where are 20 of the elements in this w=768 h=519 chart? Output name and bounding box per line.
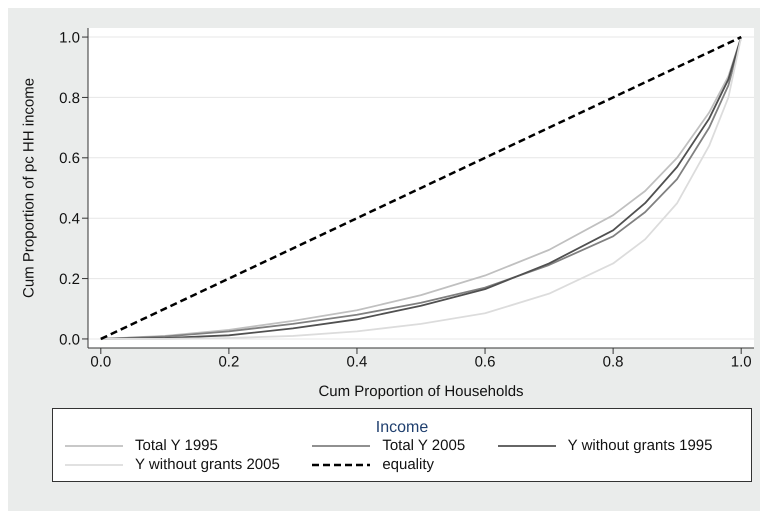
legend-label: Total Y 2005 (382, 437, 466, 454)
y-tick-label: 0.8 (59, 90, 80, 107)
y-tick-label: 0.0 (59, 331, 80, 348)
x-tick-label: 0.2 (218, 354, 240, 371)
x-tick-label: 0.6 (474, 354, 496, 371)
x-tick-label: 0.8 (602, 354, 624, 371)
legend-label: Total Y 1995 (135, 437, 218, 454)
y-tick-label: 1.0 (59, 29, 80, 46)
legend-label: equality (382, 456, 434, 473)
y-tick-label: 0.4 (59, 210, 80, 228)
x-tick-label: 1.0 (730, 354, 752, 371)
y-axis-title: Cum Proportion of pc HH income (20, 78, 38, 298)
legend-label: Y without grants 1995 (568, 437, 712, 454)
x-tick-label: 0.0 (90, 354, 112, 371)
legend-label: Y without grants 2005 (135, 456, 280, 473)
y-tick-label: 0.2 (59, 270, 80, 288)
legend-title: Income (374, 419, 430, 437)
y-tick-label: 0.6 (59, 150, 80, 168)
x-tick-label: 0.4 (346, 354, 368, 371)
x-axis-title: Cum Proportion of Households (318, 383, 524, 400)
